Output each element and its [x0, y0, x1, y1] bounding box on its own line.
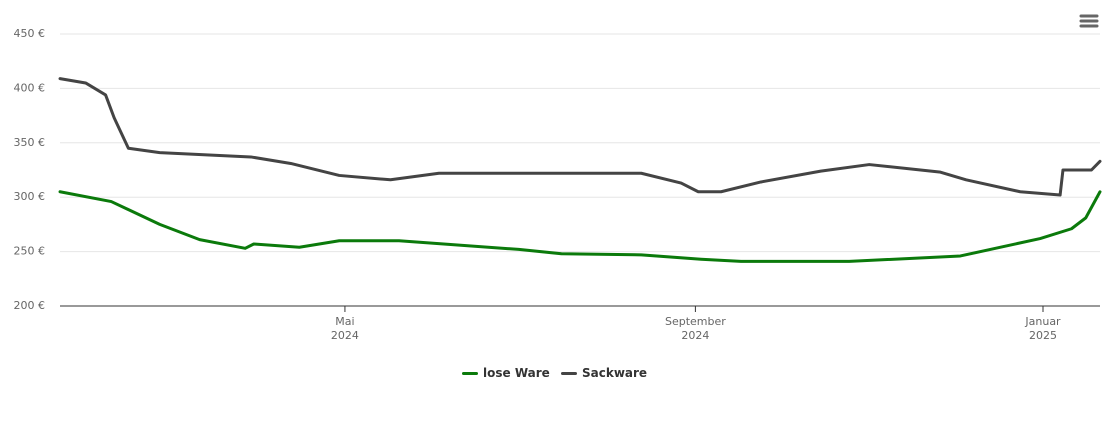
y-tick-label: 400 €	[14, 81, 46, 94]
series-line	[58, 77, 1102, 197]
x-tick-label: Mai 2024	[330, 315, 359, 342]
legend-swatch	[561, 371, 577, 375]
legend-label: Sackware	[582, 366, 648, 380]
y-tick-label: 300 €	[14, 190, 46, 203]
y-tick-label: 200 €	[14, 299, 46, 312]
legend-item[interactable]: lose Ware	[462, 366, 550, 380]
x-tick-label: September 2024	[664, 315, 726, 342]
menu-button[interactable]	[1078, 12, 1100, 32]
series-line	[58, 190, 1102, 263]
y-tick-label: 250 €	[14, 245, 46, 258]
legend-swatch	[462, 371, 478, 375]
y-tick-label: 350 €	[14, 136, 46, 149]
legend-item[interactable]: Sackware	[561, 366, 647, 380]
x-tick-label: Januar 2025	[1025, 315, 1061, 342]
legend-label: lose Ware	[483, 366, 550, 380]
y-tick-label: 450 €	[14, 27, 46, 40]
